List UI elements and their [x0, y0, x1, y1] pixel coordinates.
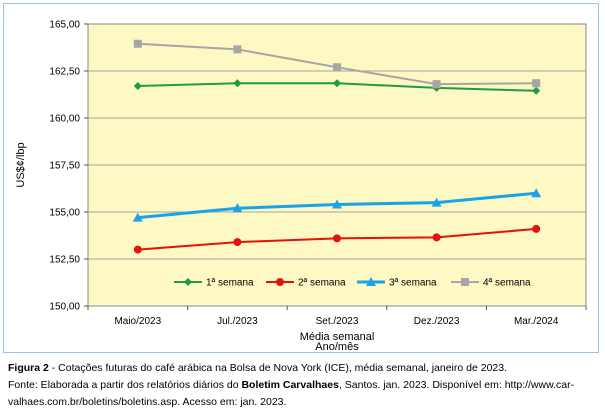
- x-tick-label: Jul./2023: [217, 316, 258, 327]
- data-point: [133, 82, 142, 91]
- y-tick-label: 157,50: [49, 161, 80, 172]
- data-point: [532, 79, 541, 88]
- figure-label: Figura 2: [8, 362, 49, 374]
- data-point: [432, 80, 441, 89]
- line-chart: 150,00 152,50 155,00 157,50 160,00 162,50 165,…: [15, 20, 587, 352]
- legend-marker: [184, 278, 192, 286]
- data-point: [233, 238, 242, 247]
- legend: 1ª semana 2ª semana 3ª semana 4ª semana: [174, 277, 531, 289]
- caption-source-line: Fonte: Elaborada a partir dos relatórios…: [8, 377, 600, 394]
- data-point: [132, 212, 143, 222]
- data-point: [431, 197, 442, 207]
- source-prefix: Fonte: Elaborada a partir dos relatórios…: [8, 379, 242, 391]
- series-2: [133, 224, 541, 254]
- data-point: [233, 45, 242, 54]
- y-axis-ticks: 150,00 152,50 155,00 157,50 160,00 162,50 165,…: [49, 20, 88, 313]
- data-point: [333, 63, 341, 72]
- figure-caption: Figura 2 - Cotações futuras do café aráb…: [8, 360, 600, 411]
- data-point: [532, 224, 541, 233]
- x-axis-title-line2: Ano/mês: [315, 341, 359, 352]
- source-bold: Boletim Carvalhaes: [241, 379, 339, 391]
- data-point: [233, 79, 242, 88]
- caption-source-line2: valhaes.com.br/boletins/boletins.asp. Ac…: [8, 396, 287, 408]
- legend-marker: [461, 278, 469, 286]
- x-axis-title-line1: Média semanal: [300, 331, 375, 343]
- data-point: [333, 234, 341, 243]
- source-suffix: , Santos. jan. 2023. Disponível em: http…: [338, 379, 575, 391]
- data-point: [432, 233, 441, 242]
- series-4: [133, 39, 541, 89]
- y-axis-title: US$¢/lbp: [15, 142, 27, 187]
- data-point: [232, 203, 243, 213]
- x-axis-ticks: Maio/2023 Jul./2023 Set./2023 Dez./2023 Mar.…: [87, 306, 587, 327]
- x-tick-label: Mar./2024: [514, 316, 559, 327]
- legend-label: 1ª semana: [206, 278, 254, 289]
- y-tick-label: 155,00: [49, 208, 80, 219]
- data-point: [532, 86, 541, 95]
- chart-frame: 150,00 152,50 155,00 157,50 160,00 162,50 165,…: [3, 3, 599, 353]
- x-tick-label: Set./2023: [316, 316, 359, 327]
- legend-label: 3ª semana: [389, 278, 437, 289]
- caption-title-line: Figura 2 - Cotações futuras do café aráb…: [8, 360, 600, 377]
- legend-label: 4ª semana: [483, 278, 531, 289]
- data-point: [133, 245, 142, 254]
- y-tick-label: 165,00: [49, 20, 80, 31]
- figure-text: - Cotações futuras do café arábica na Bo…: [48, 362, 508, 374]
- series-group: [132, 39, 542, 254]
- data-point: [332, 199, 342, 209]
- y-tick-label: 162,50: [49, 67, 80, 78]
- x-tick-label: Dez./2023: [414, 316, 460, 327]
- legend-marker: [276, 278, 284, 286]
- data-point: [333, 79, 341, 88]
- legend-label: 2ª semana: [298, 278, 346, 289]
- series-3: [132, 188, 542, 222]
- y-tick-label: 150,00: [49, 302, 80, 313]
- x-tick-label: Maio/2023: [114, 316, 161, 327]
- y-tick-label: 160,00: [49, 114, 80, 125]
- y-tick-label: 152,50: [49, 255, 80, 266]
- legend-marker: [366, 277, 376, 286]
- data-point: [531, 188, 542, 198]
- data-point: [133, 39, 142, 48]
